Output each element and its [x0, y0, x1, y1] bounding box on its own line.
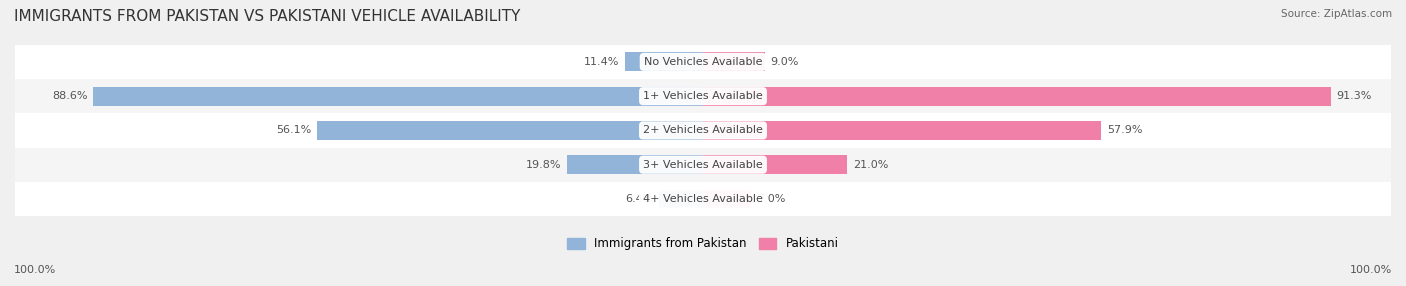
Text: 100.0%: 100.0%: [1350, 265, 1392, 275]
Text: 88.6%: 88.6%: [52, 91, 89, 101]
Text: 100.0%: 100.0%: [14, 265, 56, 275]
Bar: [703, 121, 1101, 140]
Bar: [703, 190, 751, 208]
Text: 7.0%: 7.0%: [756, 194, 785, 204]
Text: 1+ Vehicles Available: 1+ Vehicles Available: [643, 91, 763, 101]
Bar: [659, 190, 703, 208]
Bar: [15, 148, 1391, 182]
Bar: [703, 87, 1331, 106]
Text: 9.0%: 9.0%: [770, 57, 799, 67]
Bar: [567, 155, 703, 174]
Bar: [703, 52, 765, 71]
Text: 56.1%: 56.1%: [276, 126, 312, 136]
Bar: [624, 52, 703, 71]
Text: 3+ Vehicles Available: 3+ Vehicles Available: [643, 160, 763, 170]
Legend: Immigrants from Pakistan, Pakistani: Immigrants from Pakistan, Pakistani: [567, 237, 839, 250]
Text: 57.9%: 57.9%: [1107, 126, 1142, 136]
Text: 6.4%: 6.4%: [626, 194, 654, 204]
Bar: [15, 113, 1391, 148]
Text: IMMIGRANTS FROM PAKISTAN VS PAKISTANI VEHICLE AVAILABILITY: IMMIGRANTS FROM PAKISTAN VS PAKISTANI VE…: [14, 9, 520, 23]
Text: 91.3%: 91.3%: [1337, 91, 1372, 101]
Bar: [316, 121, 703, 140]
Bar: [703, 155, 848, 174]
Text: 11.4%: 11.4%: [583, 57, 619, 67]
Text: No Vehicles Available: No Vehicles Available: [644, 57, 762, 67]
Text: 4+ Vehicles Available: 4+ Vehicles Available: [643, 194, 763, 204]
Bar: [15, 45, 1391, 79]
Bar: [15, 182, 1391, 216]
Text: 19.8%: 19.8%: [526, 160, 561, 170]
Bar: [93, 87, 703, 106]
Bar: [15, 79, 1391, 113]
Text: Source: ZipAtlas.com: Source: ZipAtlas.com: [1281, 9, 1392, 19]
Text: 2+ Vehicles Available: 2+ Vehicles Available: [643, 126, 763, 136]
Text: 21.0%: 21.0%: [853, 160, 889, 170]
